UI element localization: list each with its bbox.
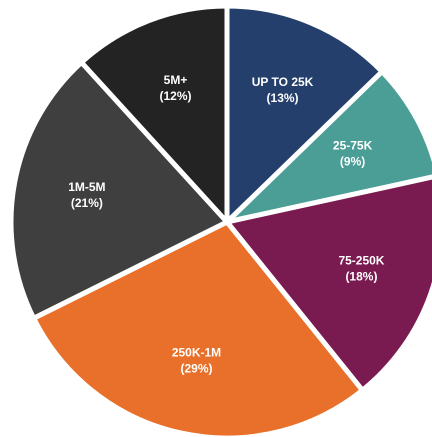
- pie-slice: [224, 3, 385, 225]
- slice-label: 1M-5M: [68, 180, 105, 194]
- slice-value-label: (21%): [71, 196, 103, 210]
- pie-slice: [224, 69, 432, 225]
- slice-value-label: (9%): [340, 155, 365, 169]
- slice-value-label: (18%): [345, 270, 377, 284]
- pie-slice: [78, 3, 230, 225]
- slice-label: 25-75K: [333, 139, 373, 153]
- pie-slice: [31, 219, 365, 437]
- slice-label: UP TO 25K: [252, 75, 314, 89]
- slice-value-label: (29%): [180, 361, 212, 375]
- pie-slice: [224, 174, 432, 393]
- pie-slice: [8, 59, 230, 321]
- slice-value-label: (13%): [267, 91, 299, 105]
- slice-label: 250K-1M: [172, 345, 221, 359]
- slice-label: 5M+: [164, 73, 188, 87]
- slice-value-label: (12%): [159, 89, 191, 103]
- slice-label: 75-250K: [338, 254, 384, 268]
